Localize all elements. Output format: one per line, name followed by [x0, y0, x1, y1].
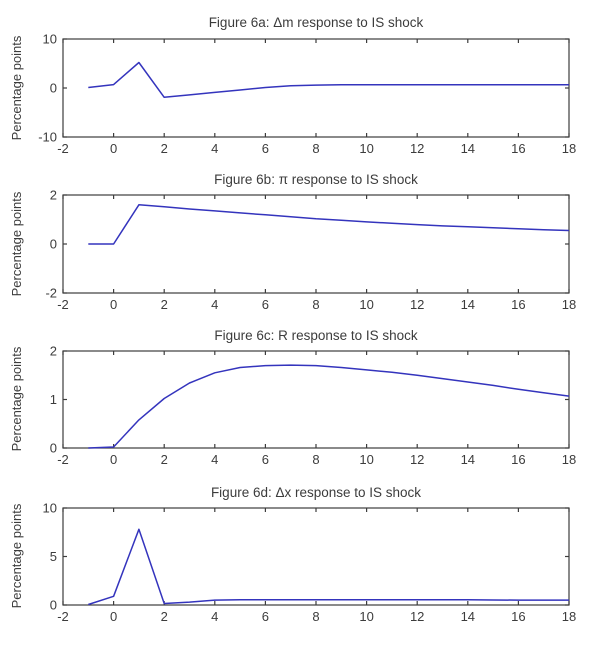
y-tick-label: 0	[50, 237, 57, 252]
y-tick-label: 10	[43, 32, 57, 47]
x-tick-label: 10	[359, 297, 373, 312]
panel-figure-6a: Figure 6a: Δm response to IS shock Perce…	[9, 15, 576, 156]
panel-title: Figure 6b: π response to IS shock	[214, 172, 418, 187]
x-tick-label: 4	[211, 452, 218, 467]
y-axis-label: Percentage points	[9, 503, 24, 608]
y-tick-label: 2	[50, 188, 57, 203]
x-tick-label: 16	[511, 297, 525, 312]
x-tick-label: 0	[110, 452, 117, 467]
y-tick-label: -2	[45, 286, 57, 301]
x-tick-label: 14	[461, 141, 475, 156]
plot-area: -2 0 2 4 6 8 10 12 14 16 18 -10 0 10	[38, 32, 576, 157]
x-tick-label: -2	[57, 141, 69, 156]
panel-title: Figure 6d: Δx response to IS shock	[211, 485, 421, 500]
line-series	[88, 528, 569, 606]
x-tick-label: 16	[511, 141, 525, 156]
panel-figure-6c: Figure 6c: R response to IS shock Percen…	[9, 328, 576, 467]
x-tick-label: 12	[410, 297, 424, 312]
x-tick-label: 10	[359, 141, 373, 156]
y-tick-label: 2	[50, 344, 57, 359]
panel-title: Figure 6a: Δm response to IS shock	[209, 15, 424, 30]
x-tick-label: 8	[312, 609, 319, 624]
x-tick-label: -2	[57, 452, 69, 467]
y-axis-label: Percentage points	[9, 191, 24, 296]
x-tick-label: 8	[312, 141, 319, 156]
x-tick-label: 12	[410, 452, 424, 467]
x-tick-label: 10	[359, 452, 373, 467]
x-tick-label: 6	[262, 297, 269, 312]
line-series	[88, 61, 569, 99]
line-series	[88, 204, 570, 245]
y-tick-label: 10	[43, 501, 57, 516]
x-tick-label: 2	[161, 297, 168, 312]
y-tick-label: -10	[38, 130, 57, 145]
x-tick-label: 4	[211, 141, 218, 156]
x-tick-label: 14	[461, 609, 475, 624]
y-tick-label: 0	[50, 81, 57, 96]
x-tick-label: 0	[110, 297, 117, 312]
x-tick-label: -2	[57, 609, 69, 624]
y-tick-label: 5	[50, 549, 57, 564]
x-tick-label: 2	[161, 609, 168, 624]
plot-area: -2 0 2 4 6 8 10 12 14 16 18 -2 0 2	[45, 188, 576, 313]
x-tick-label: 14	[461, 297, 475, 312]
x-tick-label: 4	[211, 609, 218, 624]
x-tick-label: 14	[461, 452, 475, 467]
x-tick-label: 2	[161, 452, 168, 467]
line-series	[88, 364, 570, 449]
x-tick-label: 16	[511, 452, 525, 467]
x-tick-label: 18	[562, 452, 576, 467]
x-tick-label: -2	[57, 297, 69, 312]
x-tick-label: 18	[562, 297, 576, 312]
y-tick-label: 0	[50, 441, 57, 456]
y-tick-label: 1	[50, 392, 57, 407]
x-tick-label: 18	[562, 609, 576, 624]
y-axis-label: Percentage points	[9, 346, 24, 451]
x-tick-label: 8	[312, 297, 319, 312]
x-tick-label: 0	[110, 609, 117, 624]
plot-box	[62, 38, 570, 138]
x-tick-label: 6	[262, 609, 269, 624]
y-tick-label: 0	[50, 598, 57, 613]
x-tick-label: 2	[161, 141, 168, 156]
x-tick-label: 12	[410, 141, 424, 156]
panel-figure-6d: Figure 6d: Δx response to IS shock Perce…	[9, 485, 576, 624]
panel-title: Figure 6c: R response to IS shock	[214, 328, 418, 343]
x-tick-label: 6	[262, 452, 269, 467]
x-tick-label: 8	[312, 452, 319, 467]
x-tick-label: 12	[410, 609, 424, 624]
x-tick-label: 16	[511, 609, 525, 624]
plot-box	[62, 507, 570, 606]
x-tick-label: 0	[110, 141, 117, 156]
x-tick-label: 4	[211, 297, 218, 312]
x-tick-label: 18	[562, 141, 576, 156]
panel-figure-6b: Figure 6b: π response to IS shock Percen…	[9, 172, 576, 312]
x-tick-label: 6	[262, 141, 269, 156]
x-tick-label: 10	[359, 609, 373, 624]
y-axis-label: Percentage points	[9, 35, 24, 140]
plot-box	[62, 194, 570, 294]
